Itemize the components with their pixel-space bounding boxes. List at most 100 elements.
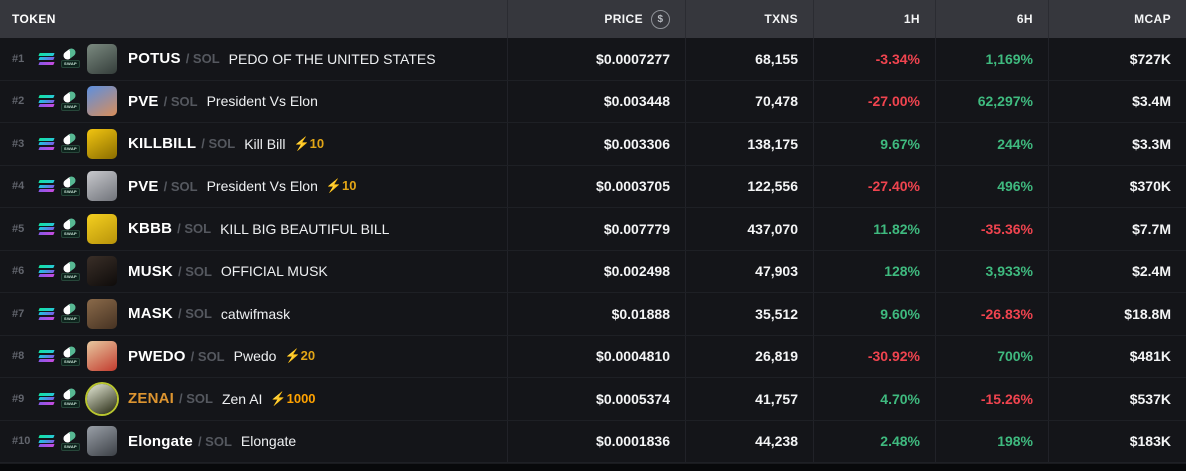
col-token[interactable]: TOKEN [0,0,507,38]
token-row[interactable]: #6 SWAP MUSK / SOL OFFICIAL MUSK $0.0024… [0,250,1186,293]
token-row[interactable]: #7 SWAP MASK / SOL catwifmask $0.01888 3… [0,293,1186,336]
solana-icon [38,391,55,406]
token-row[interactable]: #10 SWAP Elongate / SOL Elongate $0.0001… [0,420,1186,463]
change-1h-value: -27.00% [867,93,920,110]
change-6h-value: -26.83% [980,305,1033,322]
token-pair-label: / SOL [163,93,198,109]
mcap-cell: $370K [1048,165,1186,207]
rank-label: #10 [12,435,31,448]
price-cell: $0.0001836 [507,420,685,462]
change-6h-value: -15.26% [980,390,1033,407]
token-row[interactable]: #9 SWAP ZENAI / SOL Zen AI ⚡1000 $0.0005… [0,378,1186,421]
change-1h-value: 9.60% [880,305,920,322]
mcap-cell: $183K [1048,420,1186,462]
price-cell: $0.003448 [507,80,685,122]
token-name: KILL BIG BEAUTIFUL BILL [220,220,390,237]
solana-icon [38,179,55,194]
token-row[interactable]: #2 SWAP PVE / SOL President Vs Elon $0.0… [0,80,1186,123]
price-cell: $0.003306 [507,123,685,165]
token-cell: #1 SWAP POTUS / SOL PEDO OF THE UNITED S… [0,38,507,80]
token-row[interactable]: #5 SWAP KBBB / SOL KILL BIG BEAUTIFUL BI… [0,208,1186,251]
token-cell: #3 SWAP KILLBILL / SOL Kill Bill ⚡10 [0,123,507,165]
token-row[interactable]: #8 SWAP PWEDO / SOL Pwedo ⚡20 $0.0004810… [0,335,1186,378]
rank-label: #8 [12,350,25,363]
token-avatar [87,43,117,74]
token-name: catwifmask [220,305,291,322]
token-symbol: KILLBILL [128,135,197,153]
change-1h-cell: 9.67% [813,123,935,165]
solana-icon [38,136,55,151]
col-txns[interactable]: TXNS [685,0,813,38]
token-avatar [87,86,117,117]
change-6h-cell: -15.26% [935,378,1048,420]
rank-label: #4 [12,180,25,193]
rank-label: #7 [12,307,25,320]
rank-label: #5 [12,222,25,235]
token-row[interactable]: #4 SWAP PVE / SOL President Vs Elon ⚡10 … [0,165,1186,208]
token-pair-label: / SOL [177,263,212,279]
pumpswap-icon: SWAP [61,259,80,281]
col-1h-label: 1H [903,12,920,26]
col-mcap[interactable]: MCAP [1048,0,1186,38]
token-pair-label: / SOL [163,178,198,194]
token-cell: #4 SWAP PVE / SOL President Vs Elon ⚡10 [0,166,507,208]
change-1h-value: 128% [884,263,920,280]
col-price[interactable]: PRICE $ [507,0,685,38]
price-cell: $0.0004810 [507,335,685,377]
boost-badge: ⚡10 [325,178,357,194]
token-name: Pwedo [233,348,277,365]
token-symbol: ZENAI [128,390,174,408]
token-avatar [87,383,117,414]
txns-cell: 47,903 [685,250,813,292]
solana-icon [38,221,55,236]
token-pair-label: / SOL [190,348,225,364]
txns-cell: 44,238 [685,420,813,462]
change-1h-cell: 11.82% [813,208,935,250]
txns-cell: 35,512 [685,293,813,335]
token-avatar [87,256,117,287]
change-6h-cell: -35.36% [935,208,1048,250]
change-6h-value: 1,169% [985,50,1033,67]
token-symbol: MUSK [128,262,173,280]
change-6h-value: 198% [997,433,1033,450]
col-6h-label: 6H [1016,12,1033,26]
token-symbol: MASK [128,305,173,323]
solana-icon [38,434,55,449]
solana-icon [38,349,55,364]
price-cell: $0.007779 [507,208,685,250]
mcap-cell: $3.4M [1048,80,1186,122]
change-6h-cell: 1,169% [935,38,1048,80]
mcap-cell: $481K [1048,335,1186,377]
token-cell: #9 SWAP ZENAI / SOL Zen AI ⚡1000 [0,378,507,420]
token-name: PEDO OF THE UNITED STATES [228,50,436,67]
token-avatar [87,426,117,457]
txns-cell: 41,757 [685,378,813,420]
token-name: Kill Bill [244,135,286,152]
col-6h[interactable]: 6H [935,0,1048,38]
token-pair-label: / SOL [201,136,236,152]
mcap-cell: $727K [1048,38,1186,80]
change-1h-cell: 128% [813,250,935,292]
change-6h-cell: 62,297% [935,80,1048,122]
price-cell: $0.0003705 [507,165,685,207]
change-1h-cell: -27.40% [813,165,935,207]
col-mcap-label: MCAP [1134,12,1171,26]
change-1h-cell: -30.92% [813,335,935,377]
mcap-cell: $18.8M [1048,293,1186,335]
price-cell: $0.01888 [507,293,685,335]
token-name: Zen AI [221,390,263,407]
token-row[interactable]: #3 SWAP KILLBILL / SOL Kill Bill ⚡10 $0.… [0,123,1186,166]
col-1h[interactable]: 1H [813,0,935,38]
pumpswap-icon: SWAP [61,89,80,111]
token-row[interactable]: #1 SWAP POTUS / SOL PEDO OF THE UNITED S… [0,38,1186,81]
change-1h-value: 4.70% [880,390,920,407]
change-6h-cell: 3,933% [935,250,1048,292]
pumpswap-icon: SWAP [61,429,80,451]
dollar-coin-icon[interactable]: $ [651,9,670,29]
change-1h-value: 9.67% [880,135,920,152]
rank-label: #1 [12,52,25,65]
change-6h-value: -35.36% [980,220,1033,237]
txns-cell: 70,478 [685,80,813,122]
col-txns-label: TXNS [764,12,798,26]
